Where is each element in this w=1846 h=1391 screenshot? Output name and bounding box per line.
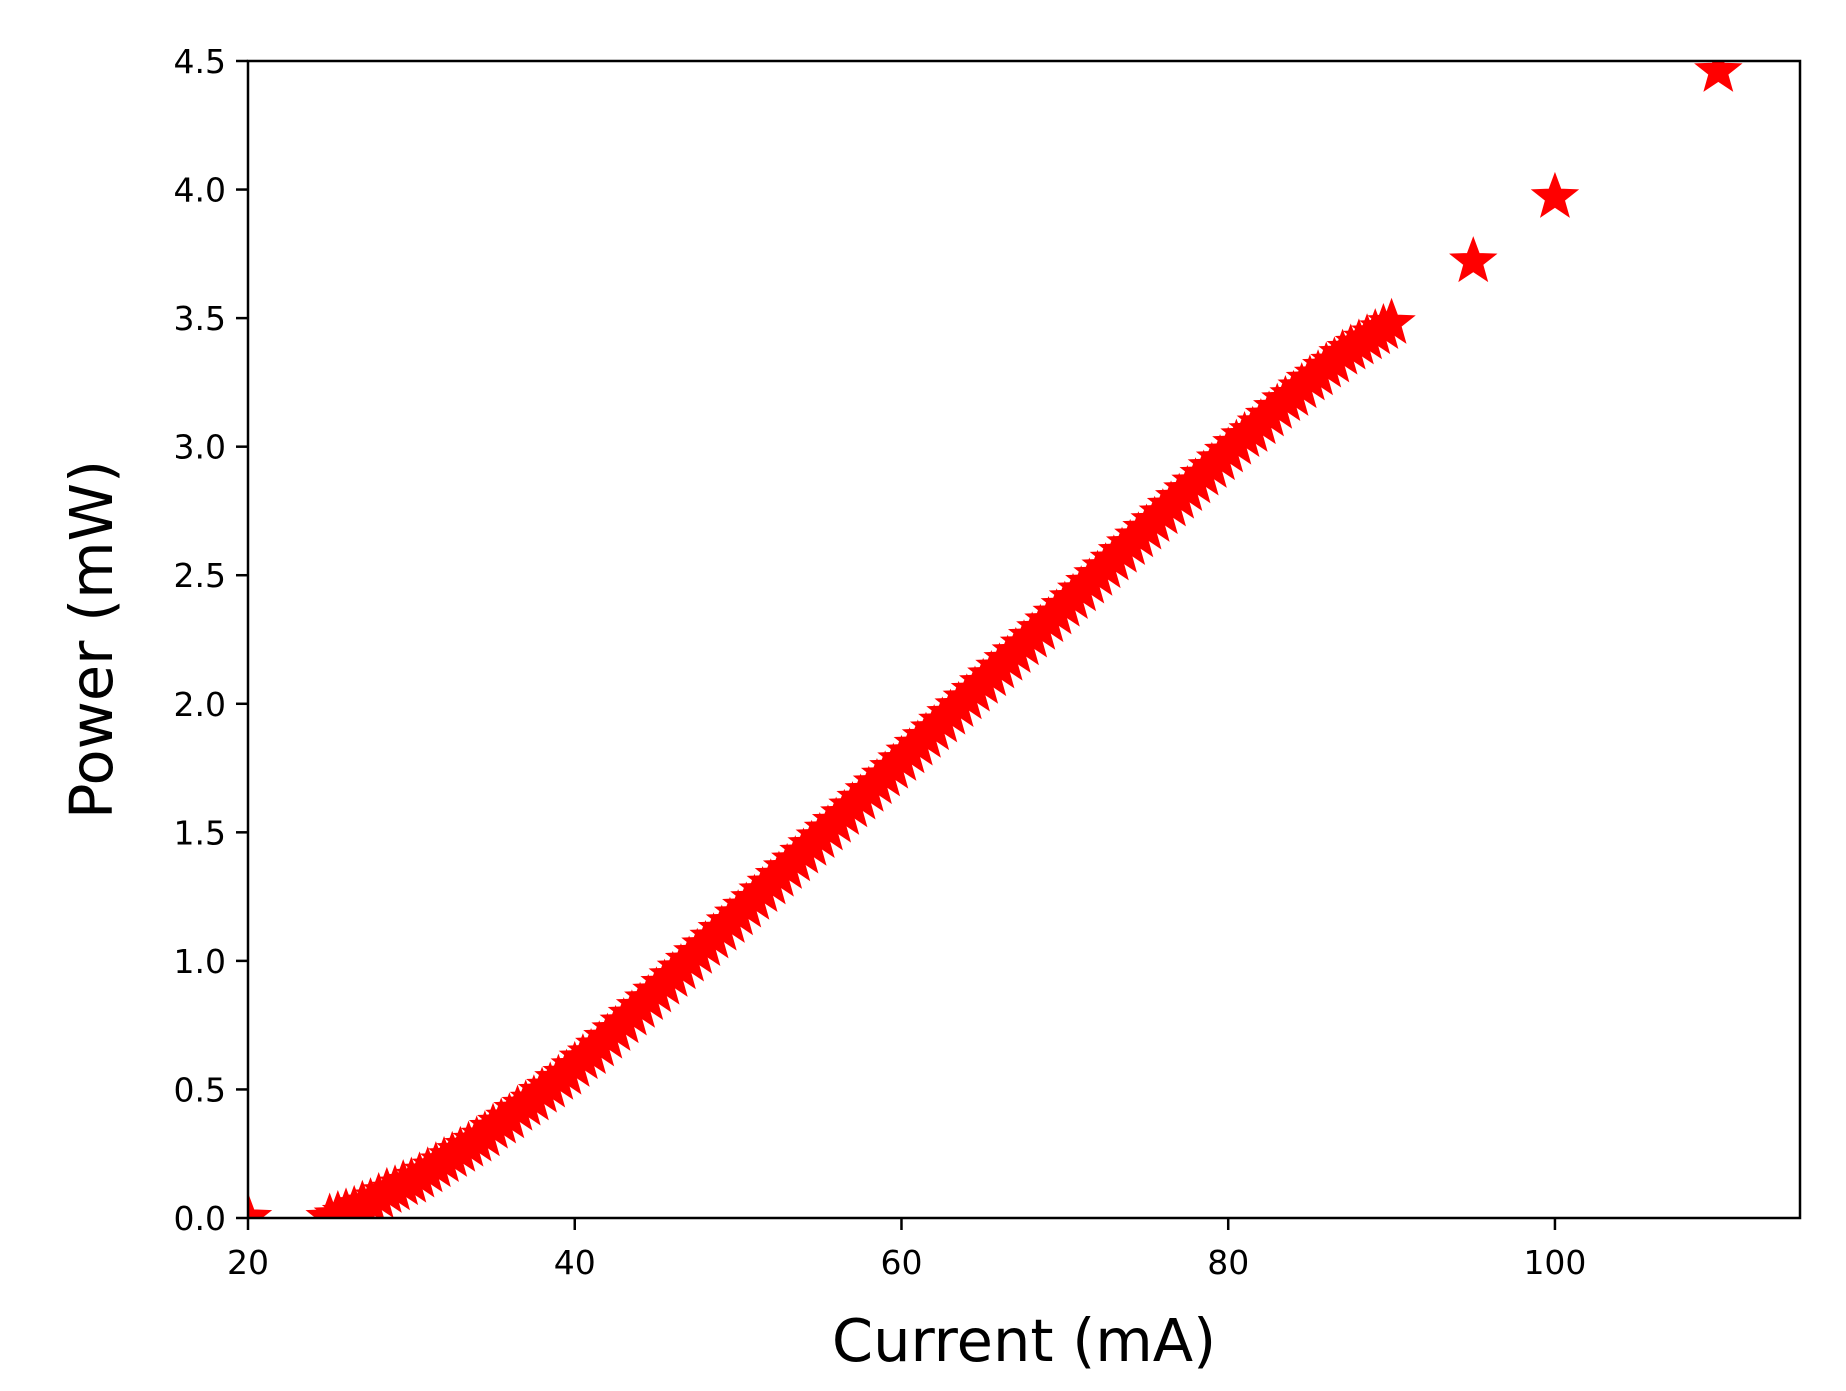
y-axis: 0.0 0.5 1.0 1.5 2.0 2.5 3.0 3.5 4.0 4.5 bbox=[174, 42, 248, 1238]
y-tick-label: 2.5 bbox=[174, 556, 226, 595]
x-tick-label: 80 bbox=[1207, 1243, 1249, 1282]
plot-frame bbox=[246, 59, 1802, 1220]
data-point-star bbox=[1367, 297, 1416, 344]
x-tick-label: 20 bbox=[227, 1243, 269, 1282]
y-tick-label: 3.0 bbox=[174, 428, 226, 467]
x-axis-title: Current (mA) bbox=[832, 1306, 1216, 1375]
data-point-star bbox=[1530, 171, 1580, 218]
data-points bbox=[248, 61, 1743, 1218]
x-tick-label: 40 bbox=[554, 1243, 596, 1282]
x-tick-label: 60 bbox=[880, 1243, 922, 1282]
data-point-star bbox=[1694, 61, 1743, 92]
y-tick-label: 1.5 bbox=[174, 813, 226, 852]
y-axis-title: Power (mW) bbox=[57, 460, 126, 819]
y-tick-label: 3.5 bbox=[174, 299, 226, 338]
y-tick-label: 4.0 bbox=[174, 171, 226, 210]
y-tick-label: 0.5 bbox=[174, 1070, 226, 1109]
y-tick-label: 4.5 bbox=[174, 42, 226, 81]
data-point-star bbox=[248, 1192, 273, 1218]
data-point-star bbox=[1449, 236, 1498, 283]
x-axis: 20 40 60 80 100 bbox=[227, 1218, 1586, 1282]
x-tick-label: 100 bbox=[1523, 1243, 1586, 1282]
y-tick-label: 0.0 bbox=[174, 1199, 226, 1238]
y-tick-label: 1.0 bbox=[174, 942, 226, 981]
y-tick-label: 2.0 bbox=[174, 685, 226, 724]
